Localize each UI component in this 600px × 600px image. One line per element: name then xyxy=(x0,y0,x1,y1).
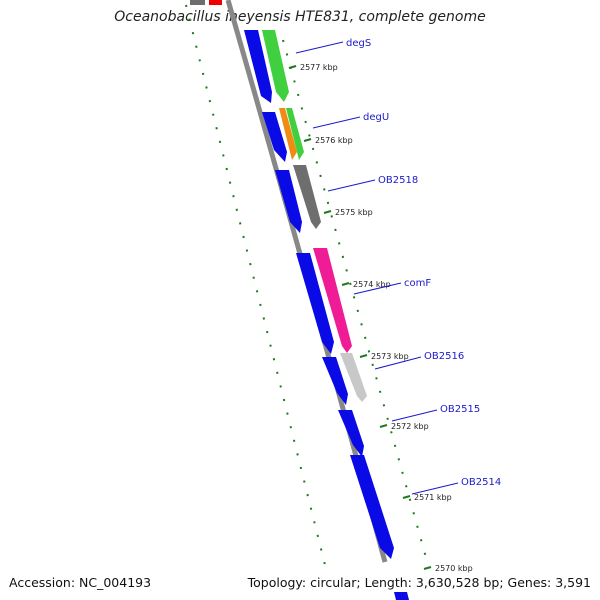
tick-label: 2572 kbp xyxy=(391,422,429,431)
cds-arrow[interactable] xyxy=(262,112,287,162)
cds-arrow[interactable] xyxy=(394,592,409,600)
tick-label: 2574 kbp xyxy=(353,280,391,289)
gene-comF[interactable] xyxy=(313,248,352,353)
cds-arrow[interactable] xyxy=(296,253,334,354)
label-leader-line xyxy=(312,116,361,129)
gene-label-group: degS degU OB2518 comF OB2516 OB2515 OB2514 xyxy=(295,38,501,495)
reverse-strand-cds xyxy=(244,30,409,600)
gene-label-ob2518[interactable]: OB2518 xyxy=(378,175,418,186)
gene-degS[interactable] xyxy=(262,30,289,102)
gene-OB2516[interactable] xyxy=(340,353,367,402)
label-leader-line xyxy=(295,41,344,54)
label-leader-line xyxy=(391,409,438,422)
tick-mark xyxy=(402,495,411,499)
gene-degU-green[interactable] xyxy=(286,108,304,160)
map-title: Oceanobacillus iheyensis HTE831, complet… xyxy=(114,9,486,25)
gene-label-comf[interactable]: comF xyxy=(404,278,431,289)
tick-mark xyxy=(341,282,350,286)
cds-arrow[interactable] xyxy=(338,410,364,457)
tick-mark xyxy=(423,566,432,570)
tick-label: 2575 kbp xyxy=(335,208,373,217)
gene-top-gray[interactable] xyxy=(190,0,205,5)
tick-mark xyxy=(288,65,297,69)
tick-label: 2571 kbp xyxy=(414,493,452,502)
gene-degU-orange[interactable] xyxy=(279,108,297,160)
gene-top-red[interactable] xyxy=(209,0,222,5)
forward-strand-genes xyxy=(262,30,367,402)
tick-mark xyxy=(303,138,312,142)
gene-label-ob2514[interactable]: OB2514 xyxy=(461,477,501,488)
tick-mark xyxy=(323,210,332,214)
gene-label-ob2515[interactable]: OB2515 xyxy=(440,404,480,415)
right-ruler xyxy=(282,39,429,566)
tick-label: 2570 kbp xyxy=(435,564,473,573)
cds-arrow[interactable] xyxy=(350,455,394,559)
label-leader-line xyxy=(374,356,422,370)
label-leader-line xyxy=(327,179,376,192)
gene-label-degs[interactable]: degS xyxy=(346,38,371,49)
cds-arrow[interactable] xyxy=(275,170,302,233)
tick-mark xyxy=(359,354,368,358)
genome-summary: Topology: circular; Length: 3,630,528 bp… xyxy=(247,575,591,590)
label-leader-line xyxy=(411,482,459,495)
accession-text: Accession: NC_004193 xyxy=(9,575,152,590)
label-leader-line xyxy=(353,282,402,295)
cds-arrow[interactable] xyxy=(322,357,348,405)
tick-label: 2577 kbp xyxy=(300,63,338,72)
gene-label-degu[interactable]: degU xyxy=(363,112,389,123)
tick-mark xyxy=(379,424,388,428)
tick-label: 2576 kbp xyxy=(315,136,353,145)
tick-marks: 2577 kbp 2576 kbp 2575 kbp 2574 kbp 2573 kbp… xyxy=(288,63,473,573)
gene-OB2518[interactable] xyxy=(293,165,321,229)
tick-label: 2573 kbp xyxy=(371,352,409,361)
gene-label-ob2516[interactable]: OB2516 xyxy=(424,351,464,362)
cds-arrow[interactable] xyxy=(244,30,272,103)
